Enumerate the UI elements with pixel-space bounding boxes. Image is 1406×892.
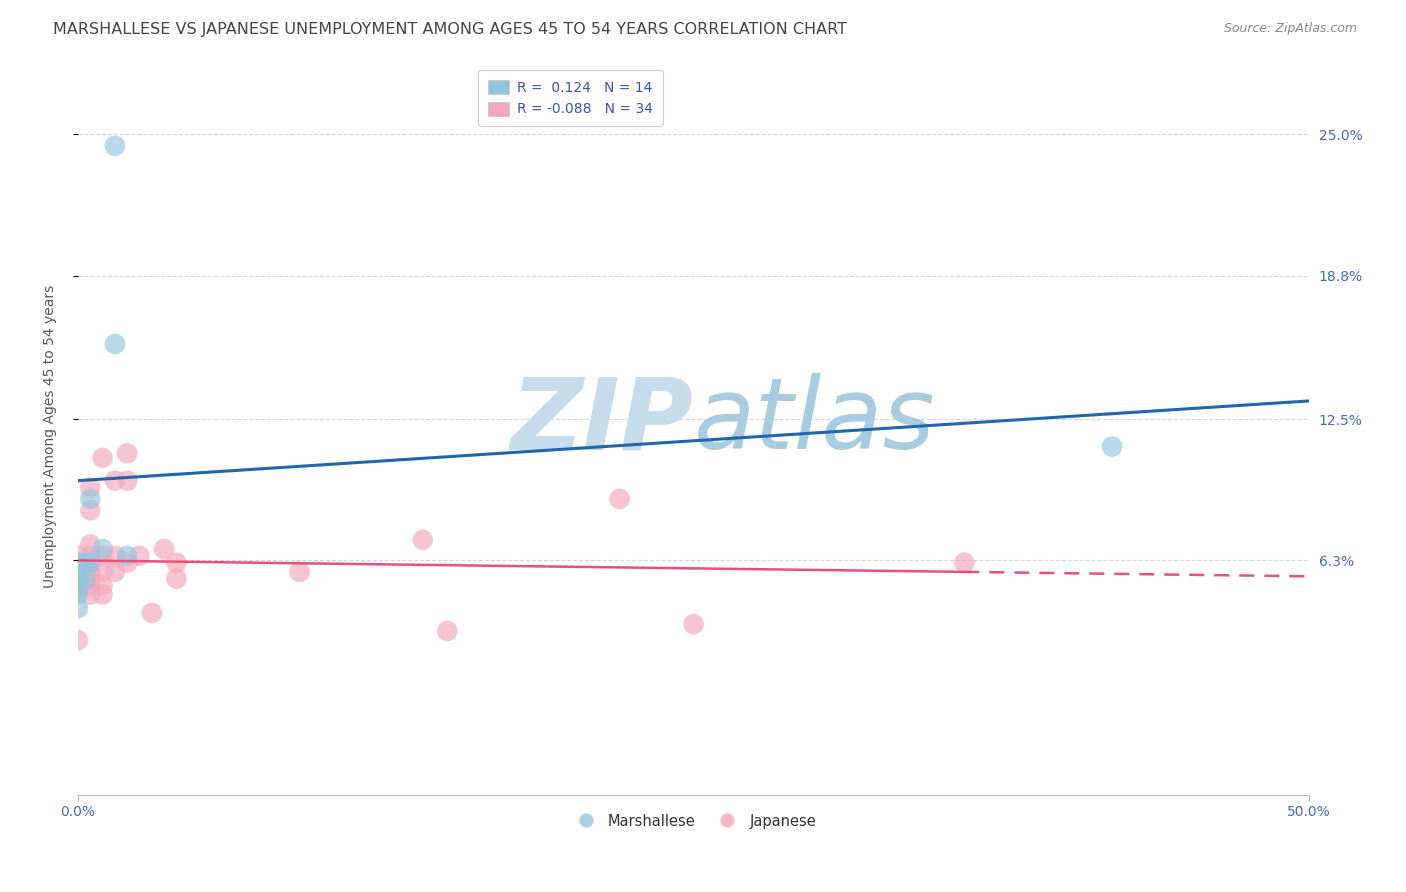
Point [66,572,89,586]
Point [104,565,127,579]
Point [436,624,458,638]
Text: Source: ZipAtlas.com: Source: ZipAtlas.com [1223,22,1357,36]
Legend: Marshallese, Japanese: Marshallese, Japanese [565,808,821,834]
Point [91,588,114,602]
Point [75,556,97,570]
Point [91,450,114,465]
Point [66,549,89,563]
Point [79,588,101,602]
Point [165,556,187,570]
Point [1101,440,1123,454]
Point [66,578,89,592]
Point [165,572,187,586]
Point [115,474,138,488]
Point [79,572,101,586]
Point [79,537,101,551]
Point [91,565,114,579]
Point [79,491,101,506]
Point [609,491,631,506]
Point [66,572,89,586]
Point [79,578,101,592]
Point [141,606,163,620]
Point [79,565,101,579]
Text: ZIP: ZIP [510,374,693,470]
Point [66,633,89,648]
Point [115,549,138,563]
Point [79,503,101,517]
Point [115,446,138,460]
Point [128,549,150,563]
Point [66,601,89,615]
Point [91,578,114,592]
Point [104,138,127,153]
Point [66,572,89,586]
Y-axis label: Unemployment Among Ages 45 to 54 years: Unemployment Among Ages 45 to 54 years [44,285,58,588]
Point [91,549,114,563]
Point [79,481,101,495]
Point [79,549,101,563]
Text: atlas: atlas [693,374,935,470]
Point [91,541,114,556]
Text: MARSHALLESE VS JAPANESE UNEMPLOYMENT AMONG AGES 45 TO 54 YEARS CORRELATION CHART: MARSHALLESE VS JAPANESE UNEMPLOYMENT AMO… [53,22,848,37]
Point [79,556,101,570]
Point [66,588,89,602]
Point [412,533,434,547]
Point [104,549,127,563]
Point [115,556,138,570]
Point [75,572,97,586]
Point [66,582,89,597]
Point [153,541,176,556]
Point [682,617,704,632]
Point [66,556,89,570]
Point [104,337,127,351]
Point [953,556,976,570]
Point [104,474,127,488]
Point [288,565,311,579]
